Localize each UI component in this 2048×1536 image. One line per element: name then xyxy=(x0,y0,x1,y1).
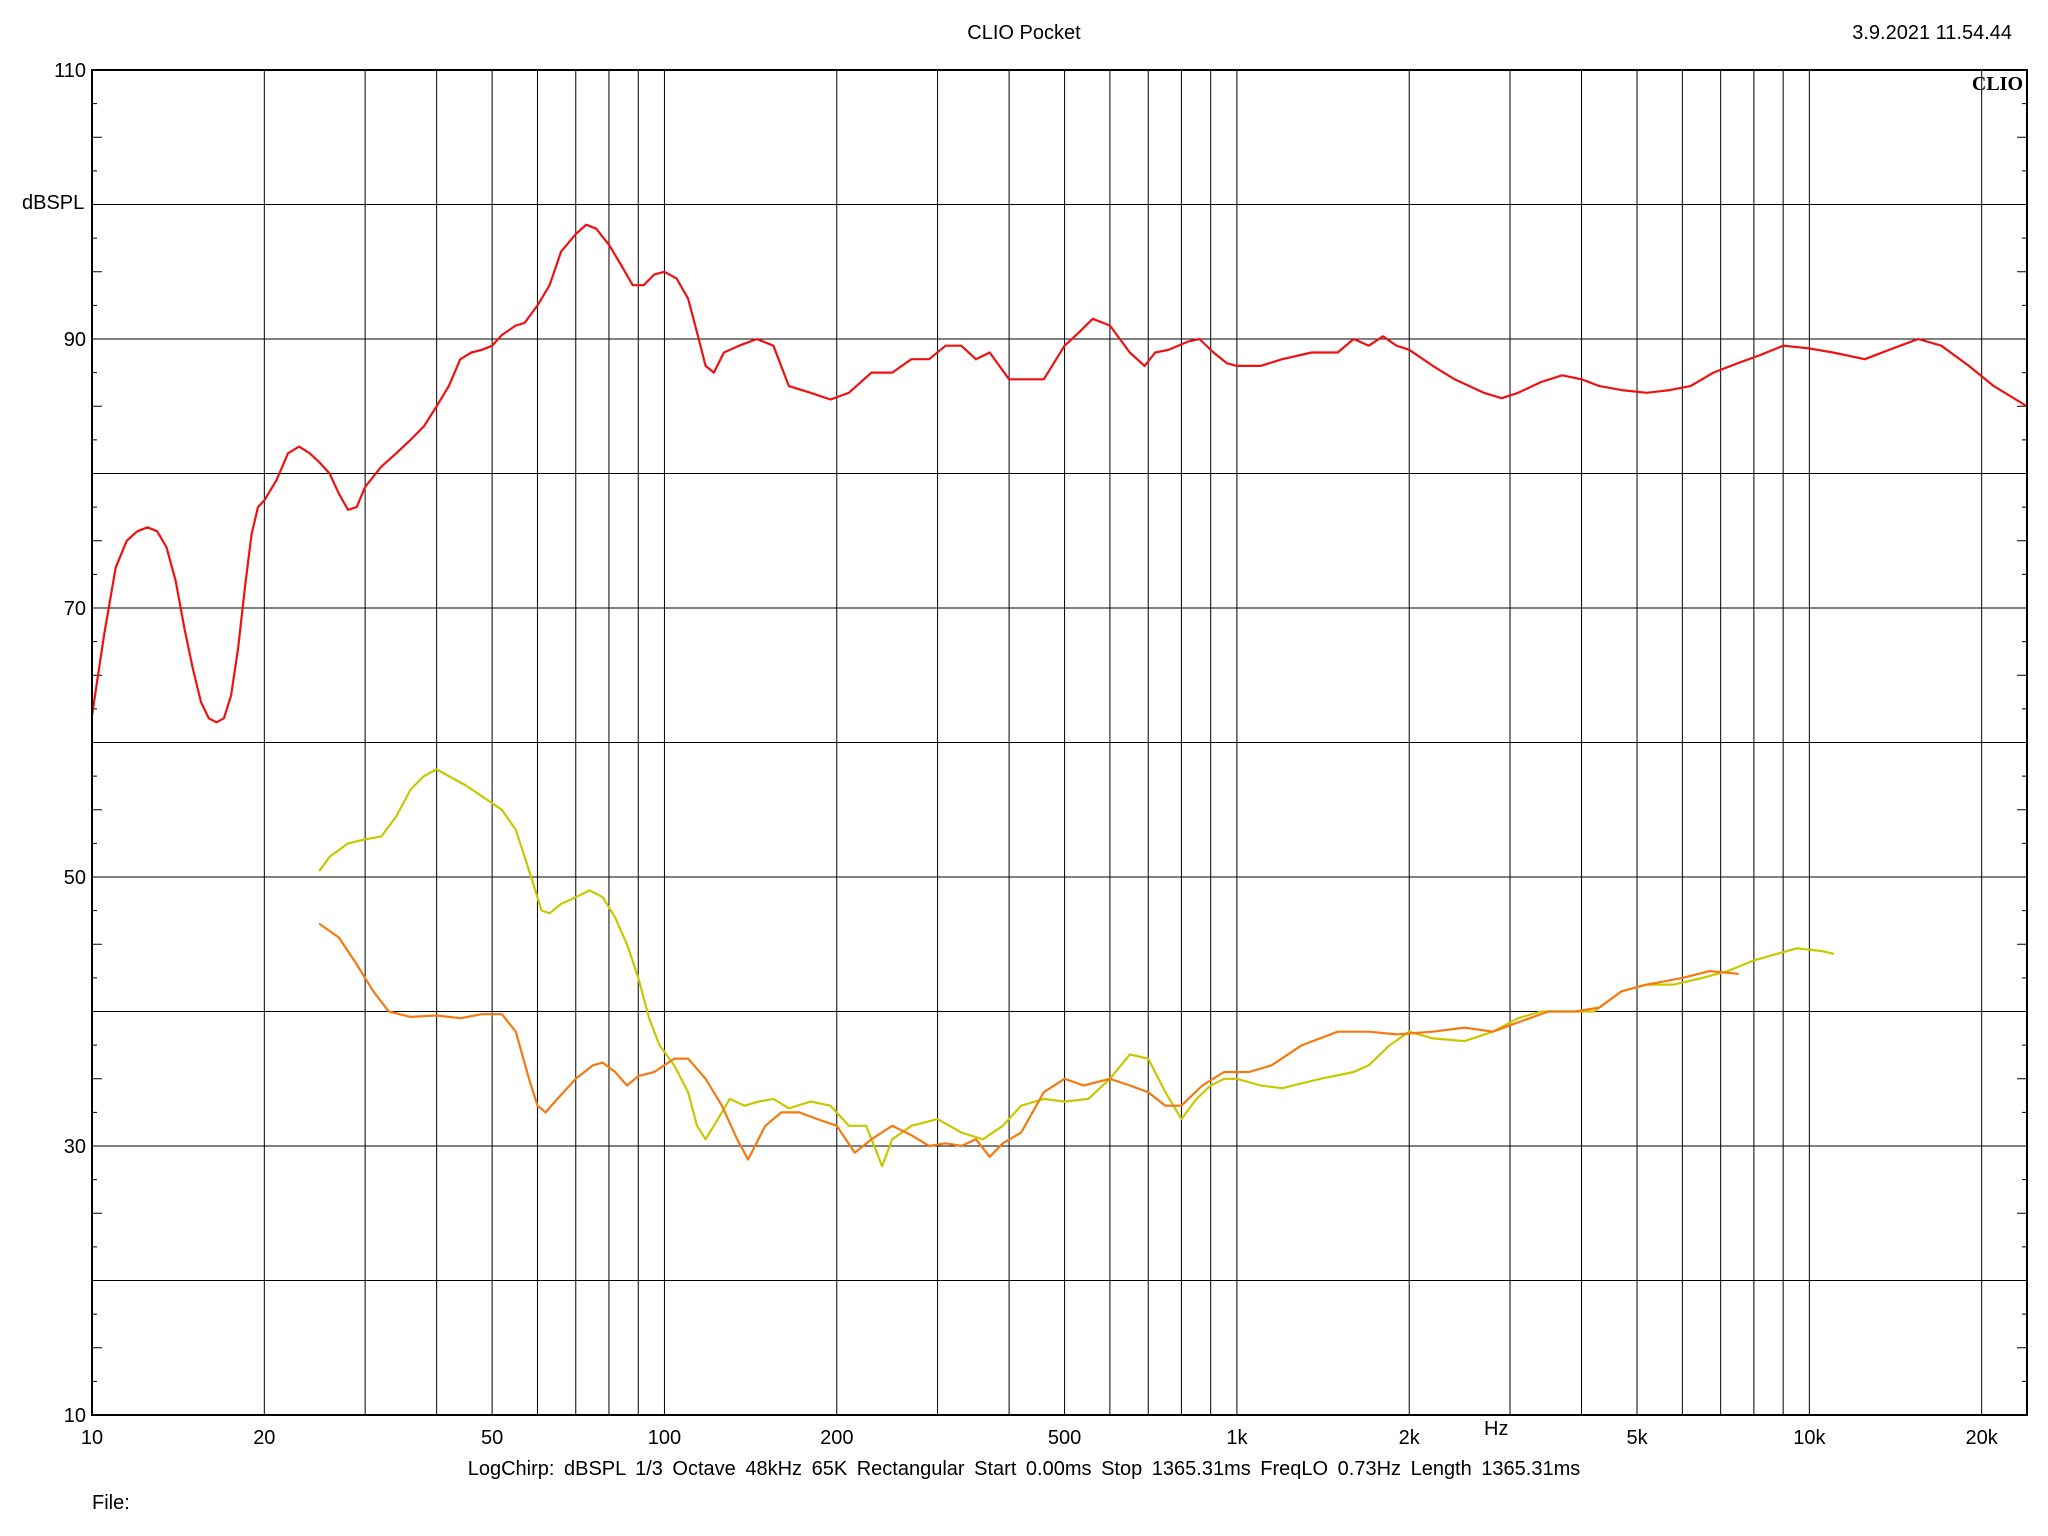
y-axis-unit-label: dBSPL xyxy=(22,192,85,214)
x-tick-label: 50 xyxy=(481,1427,503,1449)
grid xyxy=(92,70,2027,1415)
series-line-1 xyxy=(90,223,2029,724)
x-tick-label: 500 xyxy=(1048,1427,1081,1449)
x-tick-label: 200 xyxy=(820,1427,853,1449)
x-tick-label: 10k xyxy=(1793,1427,1826,1449)
y-tick-label: 70 xyxy=(64,598,86,620)
y-tick-label: 90 xyxy=(64,329,86,351)
series-line-2 xyxy=(318,768,1835,1168)
axis-ticks: 10 20 50 100 200 500 1k 2k 5k 10k 20k 10 30 50 70 90 110 xyxy=(54,60,1999,1449)
y-tick-label: 110 xyxy=(54,60,86,82)
y-tick-label: 10 xyxy=(64,1405,86,1427)
y-tick-label: 50 xyxy=(64,867,86,889)
x-axis-unit-label: Hz xyxy=(1484,1418,1509,1440)
plot-frame xyxy=(91,69,2028,1416)
y-tick-label: 30 xyxy=(64,1136,86,1158)
x-tick-label: 1k xyxy=(1226,1427,1248,1449)
file-label: File: xyxy=(92,1492,130,1514)
clio-logo: CLIO xyxy=(1972,73,2023,95)
series-line-3 xyxy=(318,923,1739,1161)
timestamp: 3.9.2021 11.54.44 xyxy=(1852,22,2012,44)
chart-title: CLIO Pocket xyxy=(967,22,1081,44)
curves xyxy=(90,223,2029,1168)
x-tick-label: 5k xyxy=(1626,1427,1648,1449)
x-tick-label: 2k xyxy=(1399,1427,1421,1449)
x-tick-label: 100 xyxy=(648,1427,681,1449)
measurement-parameters: LogChirp: dBSPL 1/3 Octave 48kHz 65K Rec… xyxy=(467,1458,1581,1480)
x-tick-label: 20 xyxy=(253,1427,275,1449)
x-tick-label: 20k xyxy=(1966,1427,1999,1449)
x-tick-label: 10 xyxy=(81,1427,103,1449)
